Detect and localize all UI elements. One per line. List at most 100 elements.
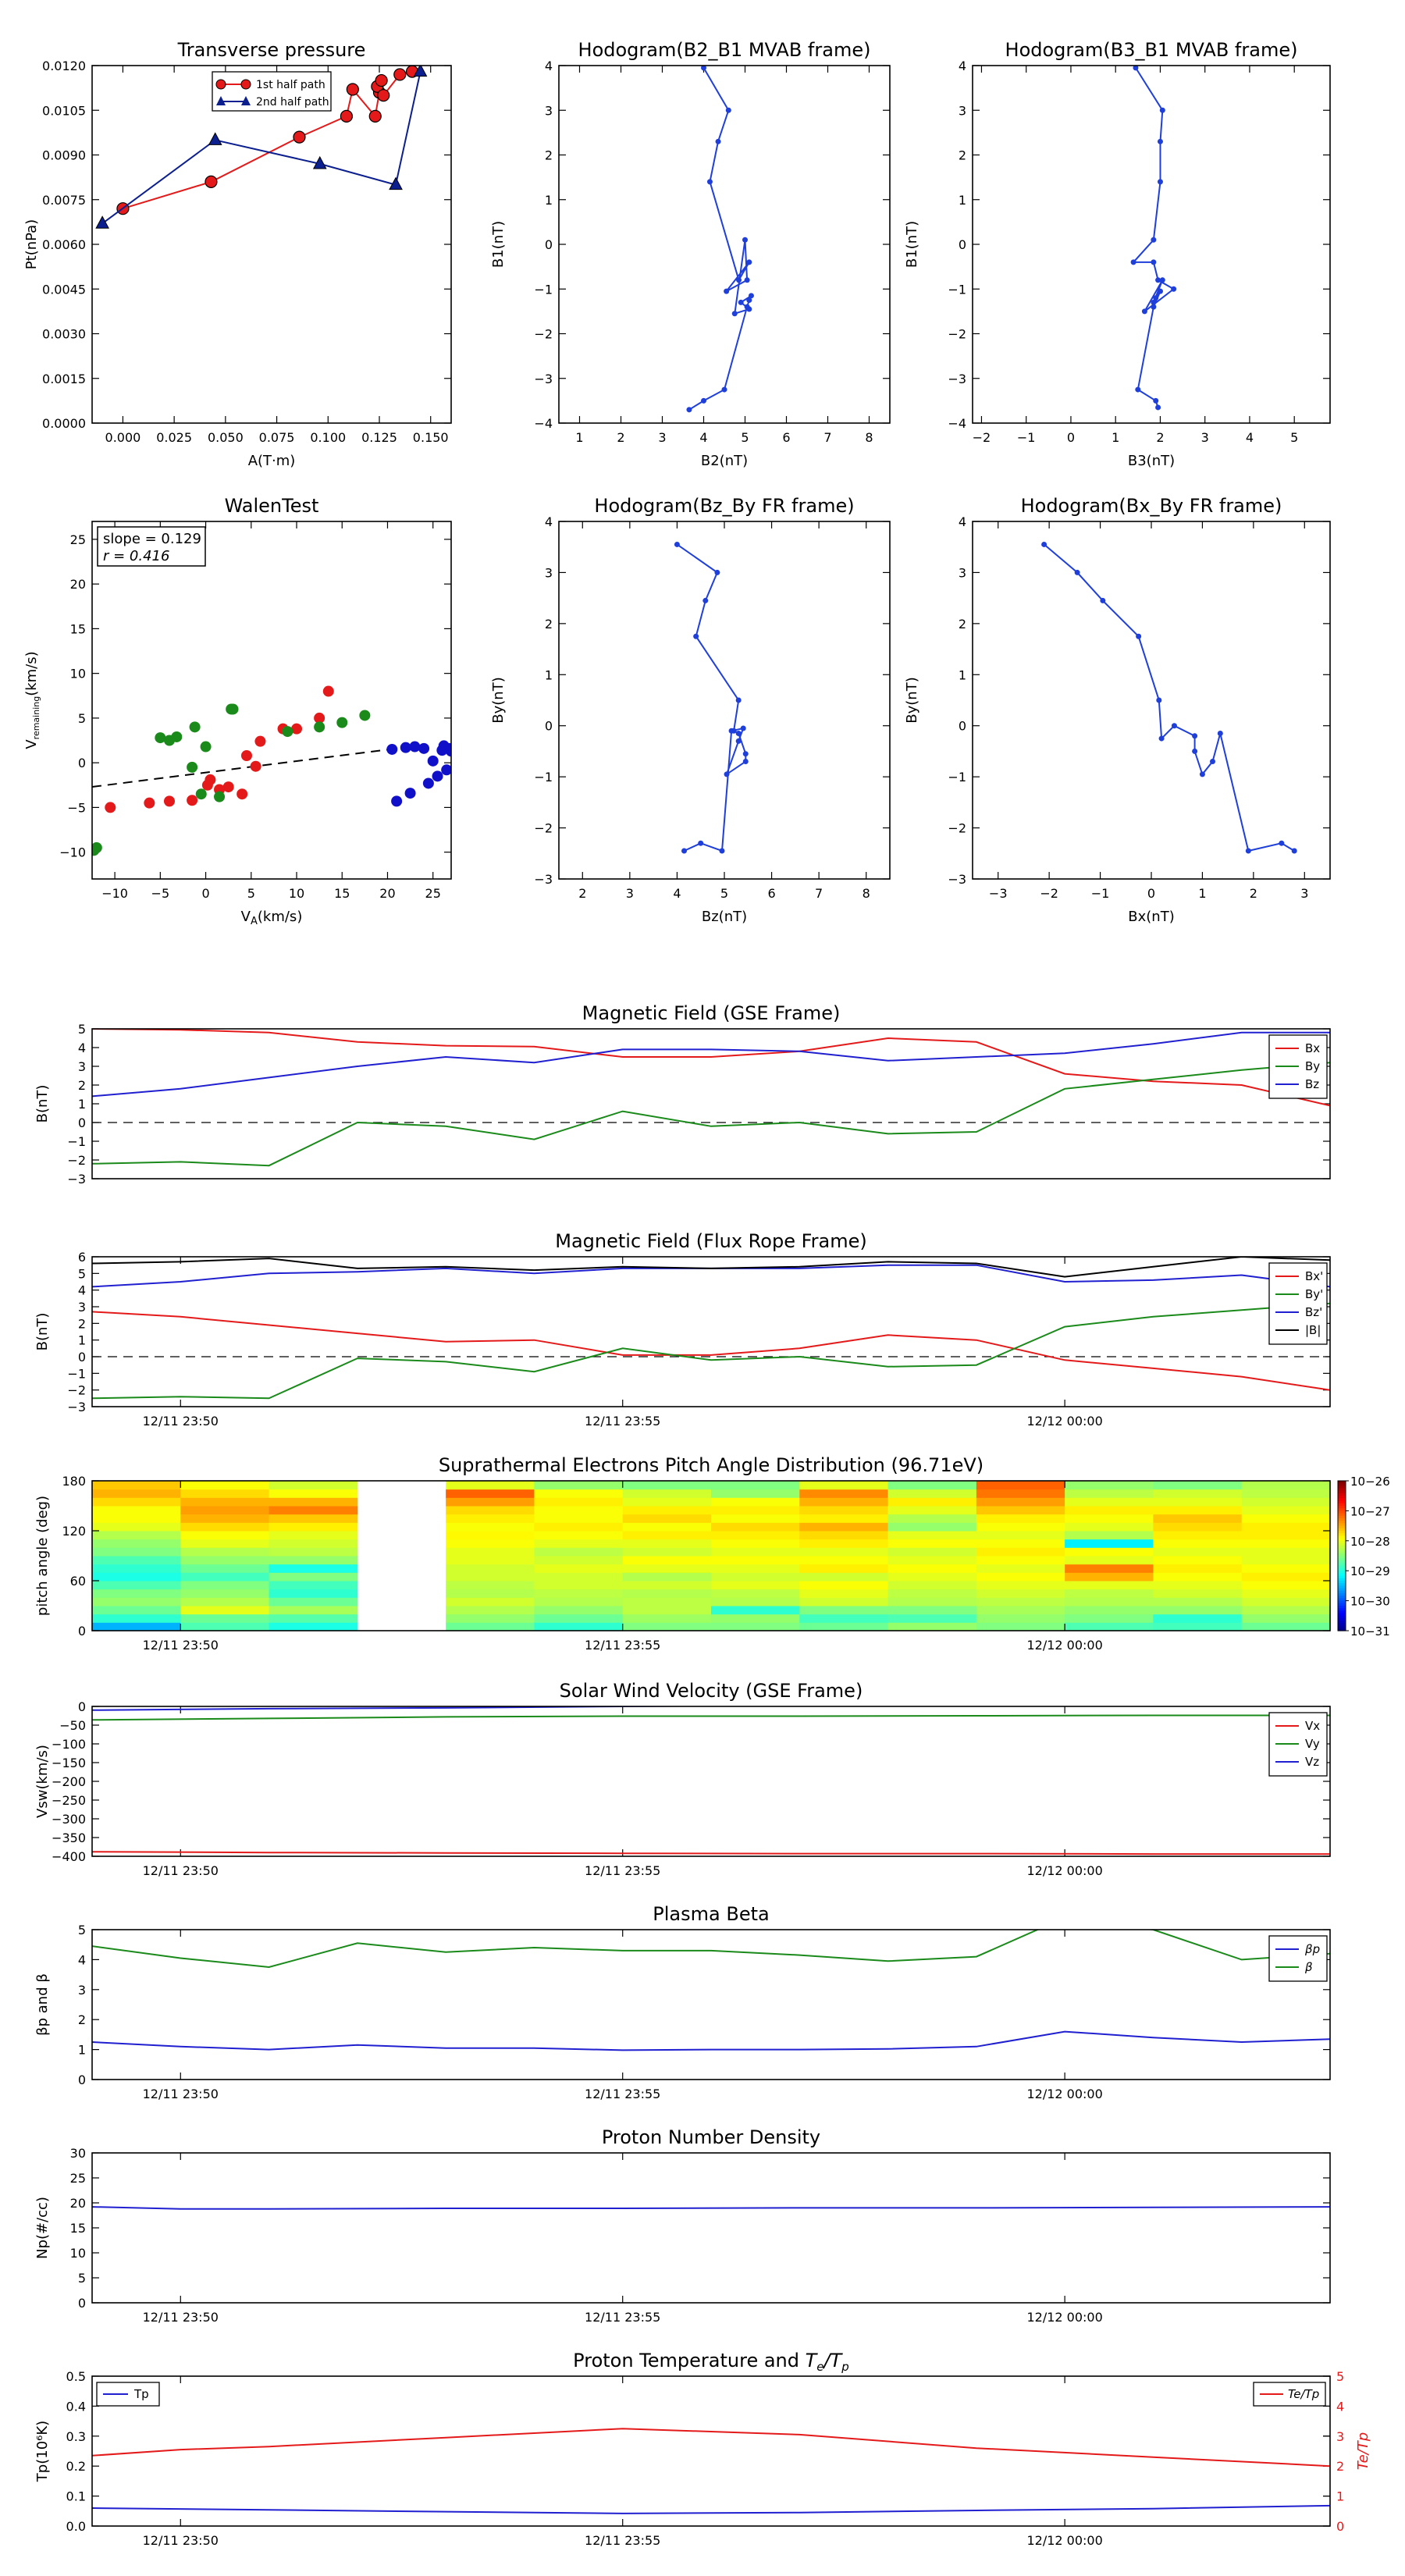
heatmap-cell: [799, 1547, 889, 1557]
title-text: Proton Temperature and: [573, 2350, 805, 2371]
plot-frame: [91, 521, 452, 880]
heatmap-cell: [180, 1539, 270, 1548]
x-tick-label: 0.100: [310, 430, 346, 445]
heatmap-cell: [887, 1539, 977, 1548]
colorbar-segment: [1338, 1508, 1346, 1511]
heatmap-cell: [1153, 1606, 1243, 1615]
chart-tp: Transverse pressure 0.0000 0.0015 0.0030 0.0…: [23, 39, 452, 469]
heatmap-cell: [269, 1489, 358, 1498]
y-tick-label: 60: [70, 1574, 86, 1589]
heatmap-cell: [92, 1597, 181, 1606]
y-tick-label: −2: [67, 1153, 86, 1168]
heatmap-cell: [799, 1506, 889, 1515]
heatmap-cell: [92, 1497, 181, 1507]
heatmap-cell: [180, 1514, 270, 1523]
heatmap-cell: [711, 1606, 800, 1615]
heatmap-cell: [799, 1606, 889, 1615]
colorbar-segment: [1338, 1493, 1346, 1496]
y-tick-label: 4: [959, 59, 966, 73]
y-axis-label: By(nT): [490, 677, 507, 723]
x-tick-label: 3: [1201, 430, 1209, 445]
y-tick-label: 3: [959, 565, 966, 580]
y-tick-label: −1: [67, 1366, 86, 1381]
plot-frame: [91, 1256, 1331, 1407]
x-tick-label: 12/11 23:50: [143, 1638, 219, 1653]
heatmap-cell: [1065, 1581, 1154, 1590]
heatmap-cell: [1065, 1614, 1154, 1623]
data-point: [1279, 840, 1285, 846]
y-tick-label: 3: [545, 103, 553, 118]
heatmap-cell: [976, 1489, 1065, 1498]
heatmap-cell: [1065, 1506, 1154, 1515]
legend-marker: [241, 96, 251, 105]
y-tick-label: 1: [545, 667, 553, 682]
y-tick-label: −1: [534, 282, 553, 297]
heatmap-cell: [446, 1564, 535, 1573]
series-line: [92, 1930, 1330, 1969]
y-axis-label: Pt(nPa): [23, 219, 40, 269]
heatmap-cell: [1065, 1531, 1154, 1540]
y-tick-label: 0.0045: [42, 282, 86, 297]
data-point: [187, 761, 198, 773]
y-tick-label: −3: [534, 372, 553, 386]
y-tick-label: −2: [948, 327, 966, 342]
y-tick-label: 10: [70, 2246, 86, 2261]
y-axis-label: B(nT): [34, 1313, 51, 1351]
heatmap-cell: [711, 1622, 800, 1631]
chart-title: Proton Number Density: [602, 2126, 820, 2148]
y2-tick-label: 1: [1336, 2489, 1344, 2504]
y-tick-label: 0.2: [66, 2459, 86, 2474]
data-point: [340, 109, 354, 123]
heatmap-cell: [446, 1514, 535, 1523]
data-point: [1199, 771, 1205, 777]
heatmap-cell: [1153, 1497, 1243, 1507]
x-tick-label: 0: [1147, 886, 1155, 901]
data-point: [1158, 735, 1165, 742]
heatmap-cell: [1153, 1531, 1243, 1540]
heatmap-cell: [269, 1506, 358, 1515]
heatmap-cell: [1153, 1539, 1243, 1548]
series-1: [92, 1714, 1330, 1721]
heatmap-cell: [711, 1589, 800, 1598]
chart-mfgse: Magnetic Field (GSE Frame) −3 −2 −1 0 1 2 3 4 5 B(…: [34, 1002, 1331, 1187]
y-tick-label: 0.0090: [42, 148, 86, 163]
series-line: [92, 2030, 1330, 2051]
heatmap-cell: [1241, 1547, 1330, 1557]
y-tick-label: −400: [52, 1849, 86, 1864]
data-point: [724, 288, 730, 294]
heatmap-cell: [976, 1589, 1065, 1598]
heatmap-cell: [269, 1531, 358, 1540]
heatmap-cell: [92, 1489, 181, 1498]
heatmap-cell: [622, 1581, 712, 1590]
chart-title: Hodogram(Bz_By FR frame): [594, 495, 854, 517]
data-point: [735, 697, 742, 703]
heatmap-cell: [1153, 1522, 1243, 1532]
x-tick-label: 7: [823, 430, 831, 445]
heatmap-cell: [180, 1589, 270, 1598]
heatmap-cell: [1153, 1597, 1243, 1606]
data-point: [1135, 386, 1141, 393]
data-point: [742, 759, 749, 765]
ylabel-sub: remaining: [31, 696, 41, 740]
y-tick-label: −3: [67, 1172, 86, 1187]
heatmap-cell: [622, 1606, 712, 1615]
fit-line: [92, 747, 397, 788]
data-point: [1041, 541, 1048, 547]
heatmap-cell: [1065, 1572, 1154, 1582]
y-tick-label: 0.0000: [42, 416, 86, 431]
colorbar-label: 10−30: [1350, 1595, 1390, 1609]
series-0: [92, 2206, 1330, 2210]
heatmap-cell: [180, 1522, 270, 1532]
heatmap-cells: [92, 1481, 1330, 1631]
x-tick-label: 0.050: [208, 430, 244, 445]
data-point: [336, 717, 348, 728]
chart-mffr: Magnetic Field (Flux Rope Frame) −3 −2 −1 0 1…: [34, 1230, 1331, 1429]
heatmap-cell: [976, 1572, 1065, 1582]
x-tick-label: 2: [1156, 430, 1164, 445]
heatmap-cell: [1241, 1572, 1330, 1582]
heatmap-cell: [92, 1506, 181, 1515]
data-point: [1159, 277, 1165, 283]
data-point: [346, 83, 359, 96]
xlabel-unit: (km/s): [258, 909, 302, 925]
